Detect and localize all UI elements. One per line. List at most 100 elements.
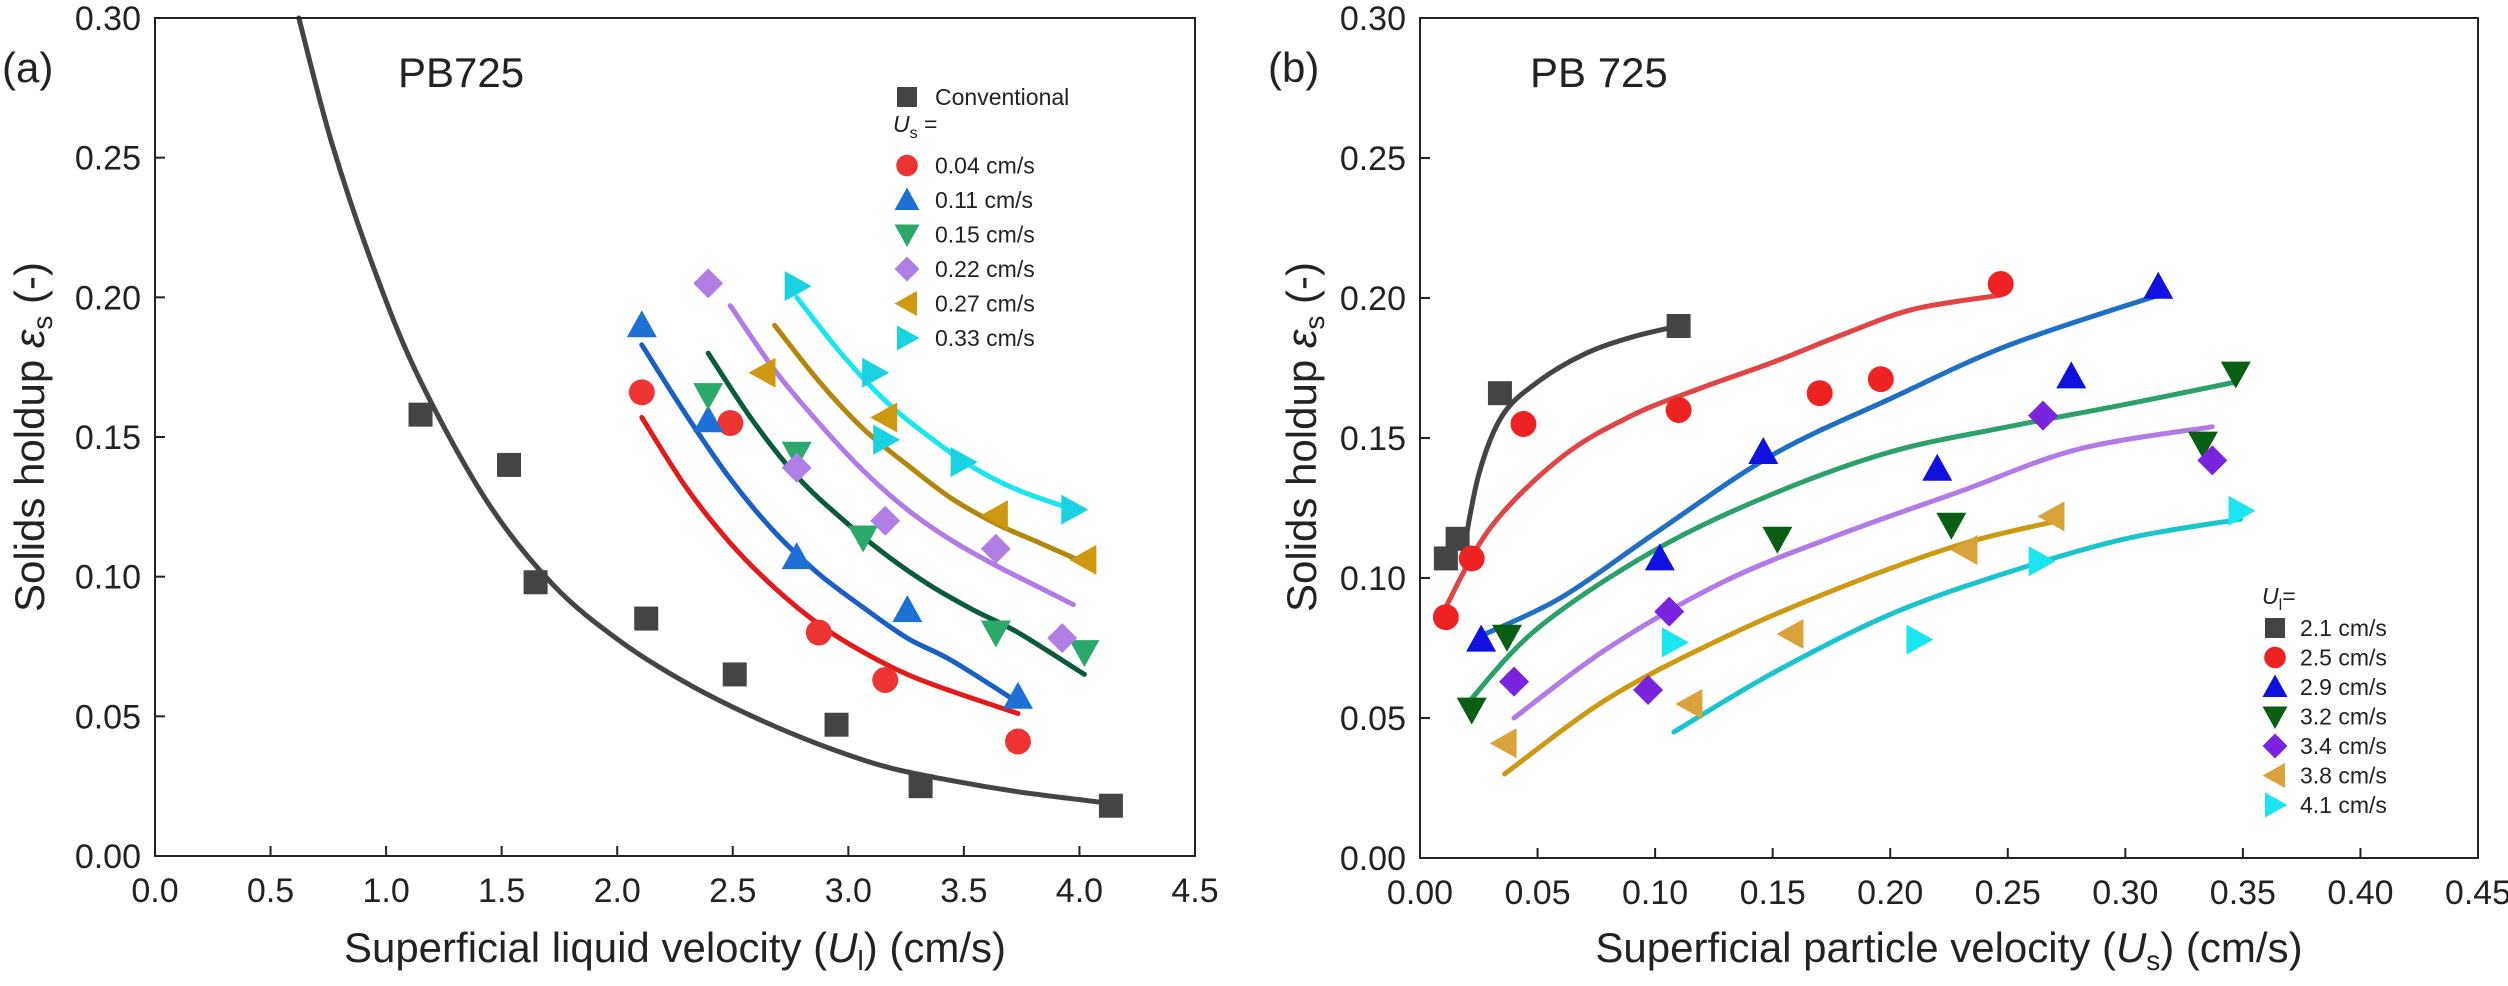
- panel-b-y-tick-label: 0.20: [1340, 280, 1406, 318]
- panel-b-data-point: [1432, 604, 1459, 631]
- panel-a-data-points: [408, 268, 1123, 818]
- panel-a-data-point: [748, 357, 776, 388]
- panel-a-data-point: [824, 712, 849, 737]
- panel-b-legend-header: Ul=: [2262, 583, 2296, 614]
- panel-a-data-point: [717, 410, 744, 436]
- panel-a-y-tick-label: 0.10: [75, 559, 141, 597]
- panel-a-data-point: [693, 383, 724, 411]
- panel-a-legend: Us = Conventional 0.04 cm/s 0.11 cm/s 0.15 …: [893, 84, 1069, 351]
- panel-a-data-point: [872, 667, 899, 693]
- panel-a-y-tick-label: 0.05: [75, 698, 141, 736]
- panel-a-x-tick-label: 0.0: [131, 872, 178, 910]
- panel-a-data-point: [980, 500, 1008, 531]
- panel-b-fit-line: [1476, 292, 2161, 640]
- panel-b-legend-label: 2.5 cm/s: [2300, 645, 2387, 671]
- panel-b-x-tick-label: 0.15: [1740, 874, 1806, 912]
- panel-b-y-tick-label: 0.30: [1340, 0, 1406, 38]
- panel-b-data-point: [1445, 526, 1470, 551]
- panel-b-data-point: [1806, 380, 1833, 407]
- panel-a-legend-marker: [894, 187, 920, 210]
- panel-b-data-point: [1466, 624, 1497, 652]
- panel-b-x-ticks: 0.00 0.05 0.10 0.15 0.20 0.25 0.30 0.35 0.40 0.45: [1387, 848, 2508, 912]
- panel-b-x-tick-label: 0.05: [1504, 874, 1570, 912]
- panel-b-data-point: [2143, 271, 2174, 299]
- panel-b-x-tick-label: 0.20: [1857, 874, 1923, 912]
- panel-a-fit-line: [772, 322, 1087, 566]
- panel-a-legend-header: Us =: [893, 111, 937, 142]
- panel-b-data-point: [2197, 445, 2228, 476]
- panel-a-data-point: [1005, 728, 1031, 755]
- panel-b-y-tick-label: 0.10: [1340, 560, 1406, 598]
- panel-a-x-tick-label: 1.0: [362, 872, 409, 910]
- panel-a-data-point: [628, 379, 655, 406]
- panel-a-y-tick-label: 0.30: [75, 0, 141, 38]
- panel-a-data-point: [523, 570, 548, 595]
- panel-b-letter: (b): [1268, 44, 1319, 91]
- panel-a-x-tick-label: 0.5: [247, 872, 294, 910]
- panel-b-data-point: [2028, 400, 2059, 431]
- panel-a-legend-marker: [894, 224, 920, 247]
- panel-a-legend-label: 0.27 cm/s: [935, 291, 1035, 317]
- panel-b-fit-line: [1671, 516, 2243, 735]
- panel-b-data-point: [2028, 546, 2056, 577]
- panel-a-legend-marker: [894, 291, 917, 316]
- panel-b: 0.00 0.05 0.10 0.15 0.20 0.25 0.30 0.35 0.40 0.45…: [1268, 0, 2508, 976]
- panel-b-data-point: [1491, 624, 1522, 652]
- panel-b-fit-line: [1464, 379, 2239, 707]
- panel-a-data-point: [908, 774, 933, 799]
- panel-a-legend-label: 0.33 cm/s: [935, 325, 1035, 351]
- panel-b-data-point: [1950, 535, 1978, 565]
- panel-b-data-point: [2056, 361, 2087, 389]
- panel-a-data-point: [1047, 623, 1078, 654]
- panel-b-legend-marker: [2262, 733, 2288, 759]
- panel-a-legend-label: 0.11 cm/s: [935, 187, 1033, 213]
- panel-b-data-point: [1633, 675, 1664, 705]
- panel-b-data-point: [1654, 596, 1685, 627]
- panel-a-data-point: [870, 505, 901, 536]
- panel-a-legend-marker: [897, 87, 917, 107]
- panel-a-legend-label: 0.22 cm/s: [935, 256, 1035, 282]
- panel-b-data-point: [1906, 624, 1934, 655]
- panel-a-data-point: [980, 620, 1011, 648]
- panel-a-title: PB725: [398, 49, 524, 96]
- panel-a-legend-marker: [897, 325, 920, 351]
- panel-b-data-point: [1922, 453, 1953, 481]
- panel-b-x-tick-label: 0.45: [2445, 874, 2508, 912]
- panel-a-data-point: [805, 619, 832, 646]
- panel-b-x-tick-label: 0.40: [2327, 874, 2393, 912]
- panel-a-data-point: [634, 606, 659, 631]
- panel-b-legend-marker: [2262, 674, 2288, 697]
- panel-a-y-tick-label: 0.00: [75, 838, 141, 876]
- panel-b-data-point: [2187, 431, 2218, 459]
- panel-b-data-point: [1489, 728, 1517, 759]
- panel-b-data-point: [1776, 619, 1804, 649]
- panel-a-data-point: [1002, 681, 1033, 709]
- panel-b-x-tick-label: 0.10: [1622, 874, 1688, 912]
- panel-b-data-point: [1867, 366, 1894, 393]
- panel-a: 0.0 0.5 1.0 1.5 2.0 2.5 3.0 3.5 4.0 4.5 0.000.050…: [2, 0, 1219, 976]
- panel-a-legend-label: 0.15 cm/s: [935, 222, 1035, 248]
- panel-a-fit-line: [296, 15, 1109, 806]
- panel-b-data-point: [1661, 627, 1689, 658]
- panel-b-legend-marker: [2265, 792, 2288, 818]
- panel-a-x-tick-label: 4.0: [1056, 872, 1103, 910]
- panel-a-y-axis-label: Solids holdup εs (-): [6, 262, 58, 612]
- panel-a-fit-line: [794, 294, 1076, 513]
- panel-a-data-point: [980, 533, 1011, 564]
- panel-a-data-point: [1069, 544, 1097, 575]
- panel-b-y-tick-label: 0.15: [1340, 420, 1406, 458]
- panel-b-x-tick-label: 0.30: [2092, 874, 2158, 912]
- panel-a-x-tick-label: 2.5: [709, 872, 756, 910]
- panel-b-legend-label: 2.9 cm/s: [2300, 674, 2387, 700]
- panel-a-data-point: [870, 402, 898, 433]
- panel-b-legend-label: 3.8 cm/s: [2300, 763, 2387, 789]
- panel-a-data-point: [784, 271, 812, 302]
- panel-b-legend-marker: [2264, 646, 2286, 669]
- panel-a-data-point: [722, 662, 747, 687]
- panel-a-x-ticks: 0.0 0.5 1.0 1.5 2.0 2.5 3.0 3.5 4.0 4.5: [131, 846, 1219, 910]
- panel-a-plot-frame: [154, 17, 1196, 857]
- panel-a-fit-line: [705, 350, 1087, 677]
- panel-a-y-tick-label: 0.15: [75, 419, 141, 457]
- panel-b-title: PB 725: [1530, 49, 1668, 96]
